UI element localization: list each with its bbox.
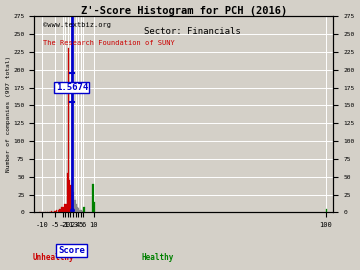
- Text: ©www.textbiz.org: ©www.textbiz.org: [43, 22, 111, 28]
- Text: 1.5674: 1.5674: [56, 83, 88, 92]
- Y-axis label: Number of companies (997 total): Number of companies (997 total): [5, 56, 10, 173]
- Bar: [54, 211, 55, 212]
- Bar: [76, 204, 77, 212]
- Bar: [58, 210, 59, 212]
- Bar: [64, 204, 65, 212]
- Bar: [51, 211, 52, 212]
- Bar: [62, 207, 63, 212]
- Bar: [63, 207, 64, 212]
- Text: Sector: Financials: Sector: Financials: [144, 27, 241, 36]
- Bar: [55, 211, 56, 212]
- Bar: [59, 209, 60, 212]
- Bar: [68, 48, 69, 212]
- Bar: [83, 207, 85, 212]
- Bar: [74, 200, 76, 212]
- Bar: [82, 211, 83, 212]
- Text: Unhealthy: Unhealthy: [33, 253, 75, 262]
- Bar: [81, 210, 82, 212]
- Bar: [72, 207, 73, 212]
- Text: The Research Foundation of SUNY: The Research Foundation of SUNY: [43, 40, 175, 46]
- Bar: [77, 207, 78, 212]
- Bar: [93, 184, 94, 212]
- Bar: [56, 210, 58, 212]
- Text: Score: Score: [58, 246, 85, 255]
- Bar: [94, 202, 95, 212]
- Bar: [60, 209, 61, 212]
- Bar: [67, 173, 68, 212]
- Title: Z'-Score Histogram for PCH (2016): Z'-Score Histogram for PCH (2016): [81, 6, 287, 16]
- Bar: [69, 180, 70, 212]
- Bar: [71, 185, 72, 212]
- Bar: [65, 204, 67, 212]
- Bar: [73, 193, 74, 212]
- Text: Healthy: Healthy: [142, 253, 174, 262]
- Bar: [80, 210, 81, 212]
- Bar: [326, 209, 327, 212]
- Bar: [78, 208, 80, 212]
